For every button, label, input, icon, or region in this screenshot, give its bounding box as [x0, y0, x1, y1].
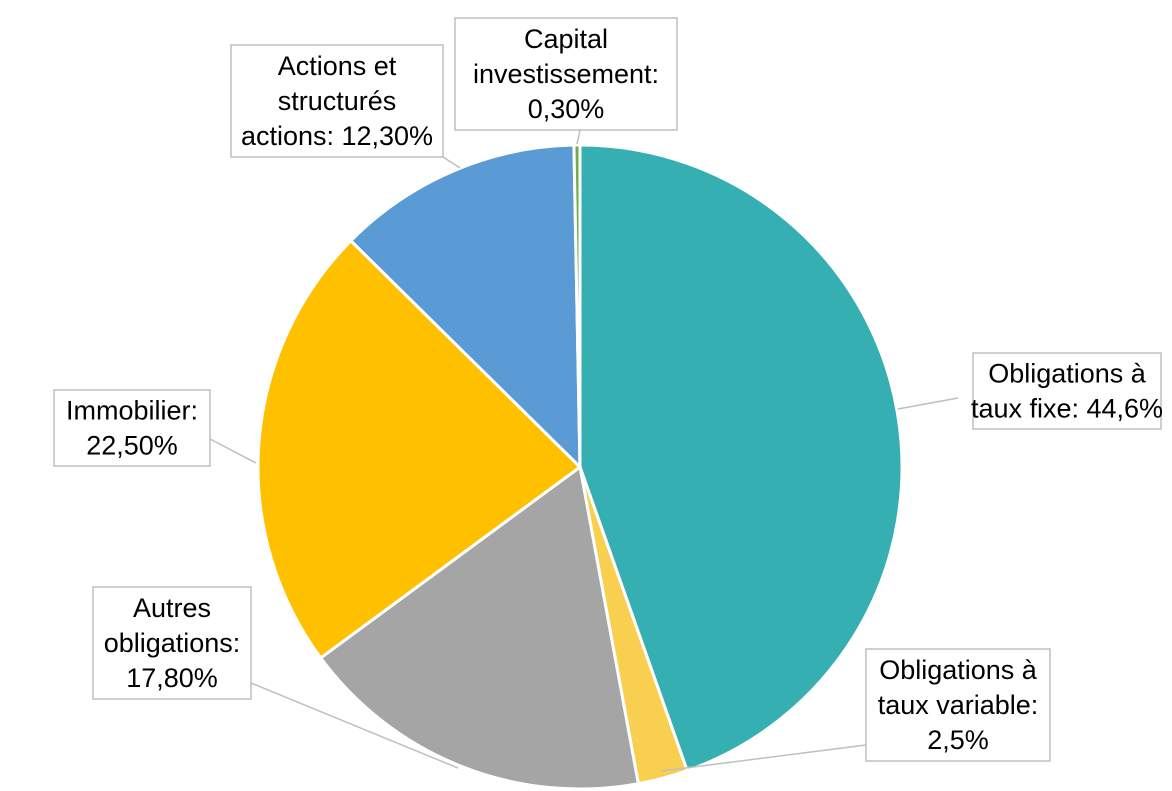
pie-slice-3: [318, 464, 641, 791]
data-label-text: Immobilier:: [66, 396, 198, 426]
data-label-text: obligations:: [104, 628, 241, 658]
data-label-text: Obligations à: [988, 359, 1147, 389]
data-label-box: [230, 44, 444, 158]
leader-line-6: [576, 129, 581, 145]
data-label-text: 22,50%: [86, 431, 178, 461]
data-label-text: Actions et: [278, 51, 397, 81]
data-label-text: investissement:: [473, 59, 659, 89]
data-label-box: [865, 648, 1051, 762]
leader-lines: [209, 129, 959, 772]
data-label-text: 2,5%: [927, 725, 989, 755]
data-label-text: Autres: [133, 593, 211, 623]
data-label-4: Immobilier: 22,50%: [53, 389, 211, 467]
pie-slice-1: [578, 143, 904, 773]
leader-line-5: [442, 156, 461, 169]
pie-slices: [256, 143, 904, 791]
pie-slice-6: [572, 143, 582, 468]
data-label-text: 17,80%: [126, 663, 218, 693]
leader-line-3: [250, 682, 459, 769]
leader-line-1: [897, 397, 959, 410]
data-label-box: [53, 389, 211, 467]
data-label-text: 0,30%: [528, 94, 605, 124]
data-label-text: actions: 12,30%: [241, 121, 433, 151]
data-label-text: structurés: [278, 86, 397, 116]
pie-slice-4: [256, 238, 583, 660]
data-label-box: [454, 17, 678, 131]
leader-line-2: [661, 744, 867, 772]
data-label-box: [92, 586, 252, 700]
data-label-2: Obligations à taux variable: 2,5%: [865, 648, 1051, 762]
data-label-text: Capital: [524, 24, 608, 54]
pie-slice-5: [348, 143, 582, 471]
data-label-3: Autres obligations: 17,80%: [92, 586, 252, 700]
data-label-1: Obligations à taux fixe: 44,6%: [971, 352, 1163, 430]
data-label-box: [972, 352, 1162, 430]
leader-line-4: [209, 438, 257, 464]
data-label-6: Capital investissement: 0,30%: [454, 17, 678, 131]
data-label-5: Actions et structurés actions: 12,30%: [230, 44, 444, 158]
data-label-text: taux variable:: [878, 690, 1039, 720]
data-label-text: taux fixe: 44,6%: [971, 394, 1163, 424]
data-label-text: Obligations à: [879, 655, 1038, 685]
